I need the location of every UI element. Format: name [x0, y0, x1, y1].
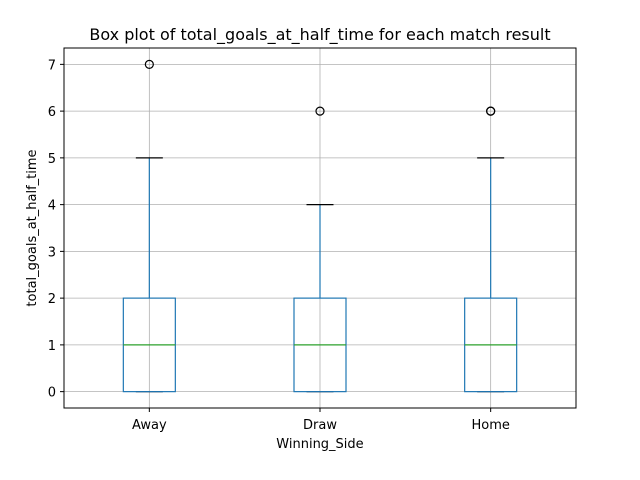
y-tick-label: 1: [48, 339, 56, 354]
y-tick-label: 3: [48, 245, 56, 260]
y-tick-label: 2: [48, 292, 56, 307]
y-tick-label: 7: [48, 58, 56, 73]
x-axis-label: Winning_Side: [276, 437, 363, 452]
y-tick-label: 0: [48, 386, 56, 401]
x-tick-label: Home: [471, 418, 509, 433]
box-home: [464, 106, 518, 393]
chart-title: Box plot of total_goals_at_half_time for…: [89, 25, 550, 45]
outlier-point: [144, 59, 154, 69]
axes: 0 1 2 3 4 5 6 7 Away Draw Home: [48, 47, 577, 433]
y-axis-label: total_goals_at_half_time: [25, 149, 40, 306]
y-tick-label: 6: [48, 105, 56, 120]
box-draw: [293, 106, 347, 393]
y-tick-label: 4: [48, 199, 56, 214]
outlier-point: [315, 106, 325, 116]
outlier-point: [486, 106, 496, 116]
boxes: [122, 59, 518, 393]
x-tick-label: Draw: [303, 418, 337, 433]
box-away: [122, 59, 176, 393]
x-tick-label: Away: [132, 418, 167, 433]
y-tick-label: 5: [48, 152, 56, 167]
